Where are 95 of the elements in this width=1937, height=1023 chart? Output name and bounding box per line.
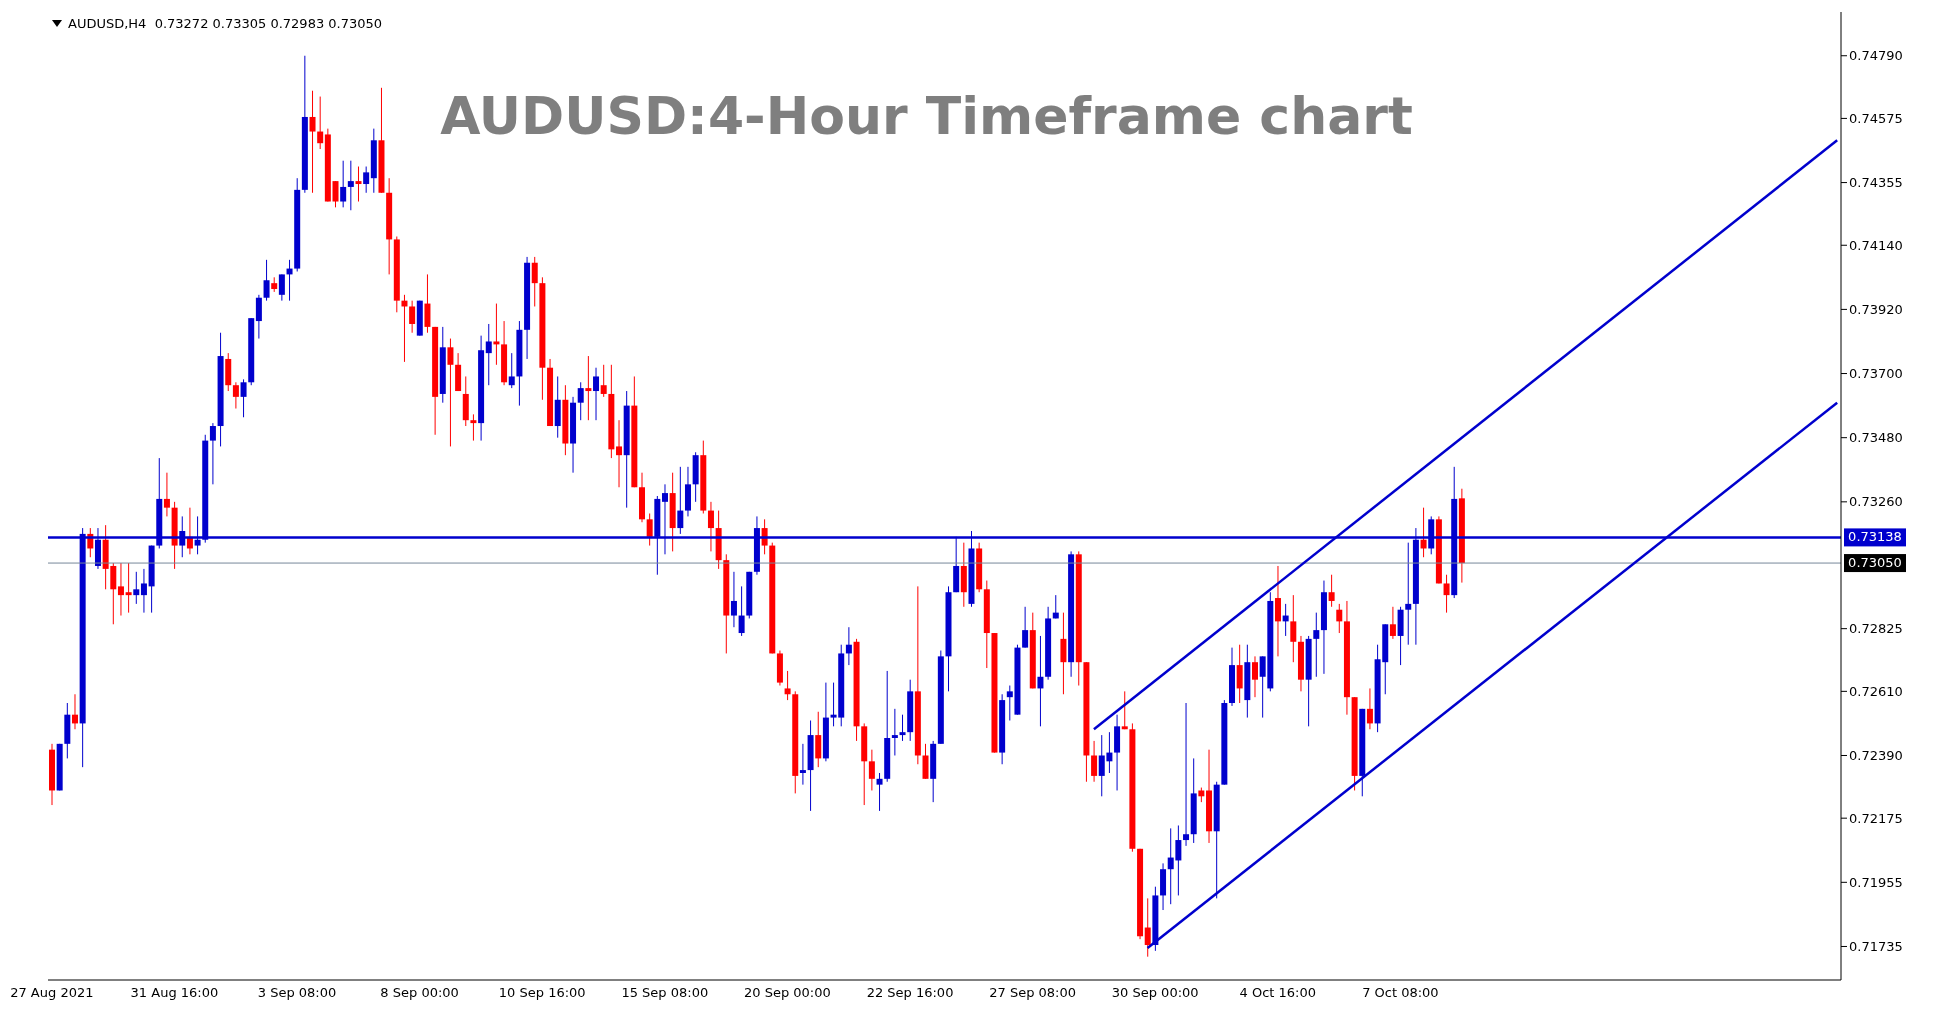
candlestick: [125, 562, 132, 614]
candlestick: [117, 562, 124, 617]
y-tick-label: 0.71955: [1849, 874, 1903, 890]
candlestick: [263, 259, 270, 302]
y-tick-label: 0.74575: [1849, 111, 1903, 127]
candlestick: [71, 693, 78, 730]
candlestick: [616, 419, 623, 488]
y-tick-label: 0.74140: [1849, 237, 1903, 253]
candlestick: [1236, 644, 1243, 704]
candlestick: [1420, 507, 1427, 558]
candlestick: [1405, 542, 1412, 646]
candlestick: [240, 378, 247, 418]
candlestick: [730, 571, 737, 628]
candlestick: [347, 160, 354, 211]
text: AUDUSD:4-Hour Timeframe chart: [439, 86, 1414, 146]
candlestick: [485, 323, 492, 386]
x-tick-label: 30 Sep 00:00: [1111, 985, 1199, 1001]
x-tick-label: 27 Sep 08:00: [989, 985, 1077, 1001]
candlestick: [278, 273, 285, 302]
candlestick: [531, 256, 538, 307]
candlestick: [1060, 612, 1067, 695]
x-tick-label: 3 Sep 08:00: [257, 985, 337, 1001]
candlestick: [409, 300, 416, 334]
candlestick: [1022, 606, 1029, 649]
candlestick: [815, 711, 822, 768]
candlestick: [1144, 897, 1151, 958]
y-tick-label: 0.72175: [1849, 810, 1903, 826]
y-tick-label: 0.72610: [1849, 683, 1903, 699]
candlestick: [470, 413, 477, 442]
candlestick: [1290, 594, 1297, 663]
x-tick-label: 20 Sep 00:00: [744, 985, 831, 1001]
annotation: AUDUSD,H4 0.73272 0.73305 0.72983 0.73050: [68, 16, 383, 31]
candlestick: [1274, 565, 1281, 657]
candlestick: [585, 355, 592, 421]
candlestick: [891, 708, 898, 756]
candlestick: [163, 472, 170, 517]
x-tick-label: 31 Aug 16:00: [130, 985, 219, 1001]
candlestick: [1443, 574, 1450, 614]
candlestick: [133, 571, 140, 605]
candlestick: [876, 772, 883, 812]
candlestick: [340, 160, 347, 208]
y-tick-label: 0.74790: [1849, 48, 1903, 64]
candlestick: [363, 166, 370, 194]
candlestick: [784, 670, 791, 701]
x-tick-label: 7 Oct 08:00: [1362, 985, 1439, 1001]
candlestick: [508, 352, 515, 389]
candlestick: [140, 568, 147, 614]
candlestick: [493, 303, 500, 366]
candlestick: [424, 273, 431, 334]
candlestick: [1252, 655, 1258, 698]
candlestick: [232, 381, 239, 410]
x-tick-label: 27 Aug 2021: [10, 985, 94, 1001]
x-tick-label: 8 Sep 00:00: [380, 985, 459, 1001]
candlestick: [1328, 574, 1335, 608]
x-tick-label: 15 Sep 08:00: [621, 985, 709, 1001]
candlestick: [1366, 687, 1373, 730]
candlestick: [1336, 603, 1343, 634]
y-tick-label: 0.73700: [1849, 366, 1903, 382]
candlestick: [1121, 690, 1128, 730]
y-tick-label: 0.71735: [1849, 939, 1903, 955]
candlestick: [646, 512, 653, 547]
x-tick-label: 10 Sep 16:00: [498, 985, 586, 1001]
candlestick: [355, 166, 362, 203]
candlestick: [677, 466, 684, 535]
candlestick: [1091, 740, 1098, 783]
candlestick: [447, 338, 454, 447]
candlestick: [899, 714, 906, 742]
y-tick-label: 0.73480: [1849, 430, 1903, 446]
x-tick-label: 4 Oct 16:00: [1239, 985, 1317, 1001]
candlestick: [317, 96, 324, 150]
ref-line-label: 0.73138: [1848, 529, 1902, 545]
candlestick: [922, 743, 929, 780]
candlestick: [332, 180, 339, 208]
y-tick-label: 0.72390: [1849, 748, 1903, 764]
ref-line-label: 0.73050: [1848, 555, 1902, 571]
candlestick: [799, 743, 806, 786]
candlestick: [577, 381, 584, 421]
candlestick: [845, 626, 852, 666]
y-tick-label: 0.72825: [1849, 621, 1903, 637]
candlestick: [209, 422, 216, 485]
candlestick: [1389, 606, 1396, 640]
y-tick-label: 0.73260: [1849, 494, 1903, 510]
y-tick-label: 0.74355: [1849, 175, 1903, 191]
y-tick-label: 0.73920: [1849, 302, 1903, 318]
candlestick: [309, 90, 316, 194]
candlestick: [593, 367, 600, 421]
candlestick: [738, 585, 745, 637]
x-tick-label: 22 Sep 16:00: [866, 985, 954, 1001]
candlestick: [255, 294, 262, 340]
candlestick: [1037, 635, 1044, 727]
candlestick: [707, 501, 714, 552]
candlestick: [600, 364, 607, 398]
candlestick: [1313, 612, 1320, 678]
candlestick: [1183, 702, 1190, 847]
candlestick: [868, 749, 875, 791]
